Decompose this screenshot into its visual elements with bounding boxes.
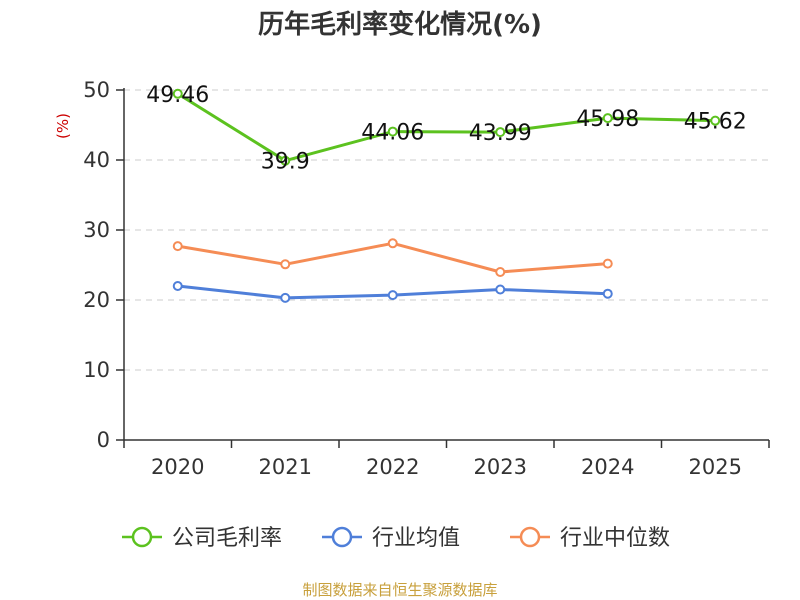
x-tick-label: 2020: [151, 455, 204, 479]
x-tick-label: 2022: [366, 455, 419, 479]
series-line: [176, 92, 716, 163]
data-point: [602, 288, 613, 299]
gridlines: [124, 89, 769, 371]
data-point: [495, 284, 506, 295]
axes: 0 10 20 30 40 50 2020 2021 2022 2023 2024 2025: [83, 78, 770, 479]
data-label: 43.99: [469, 121, 532, 146]
x-tick-label: 2025: [689, 455, 742, 479]
chart-title: 历年毛利率变化情况(%): [258, 9, 542, 40]
data-point: [280, 292, 291, 303]
legend-label: 行业均值: [372, 526, 460, 551]
y-tick-label: 40: [83, 148, 110, 172]
y-tick-label: 10: [83, 358, 110, 382]
data-label: 49.46: [146, 83, 209, 108]
data-label: 45.62: [684, 110, 747, 135]
data-label: 45.98: [576, 107, 639, 132]
data-point: [495, 267, 506, 277]
data-point: [387, 126, 398, 137]
data-point: [280, 259, 291, 270]
x-tick-label: 2024: [581, 455, 634, 479]
legend-label: 公司毛利率: [172, 526, 282, 551]
data-point: [172, 281, 183, 291]
data-point: [387, 290, 398, 301]
data-label: 39.9: [261, 150, 310, 175]
x-tick-label: 2023: [474, 455, 527, 479]
data-point: [387, 238, 398, 249]
data-point: [172, 88, 183, 99]
data-point: [602, 258, 613, 269]
data-labels: 49.46 39.9 44.06 43.99 45.98 45.62: [146, 83, 746, 175]
y-tick-label: 0: [97, 428, 110, 452]
data-point: [280, 155, 291, 166]
y-tick-label: 50: [83, 78, 110, 102]
legend-item[interactable]: 行业均值: [322, 526, 460, 551]
x-tick-label: 2021: [259, 455, 312, 479]
y-tick-label: 20: [83, 288, 110, 312]
series-group: [172, 88, 721, 303]
legend: 公司毛利率 行业均值 行业中位数: [122, 526, 670, 551]
y-tick-label: 30: [83, 218, 110, 242]
data-point: [495, 127, 506, 138]
legend-marker: [131, 526, 153, 548]
legend-item[interactable]: 行业中位数: [510, 526, 670, 551]
data-point: [172, 241, 183, 252]
legend-item[interactable]: 公司毛利率: [122, 526, 282, 551]
legend-label: 行业中位数: [560, 526, 670, 551]
legend-marker: [331, 526, 353, 548]
legend-marker: [519, 526, 541, 548]
data-point: [602, 113, 613, 124]
data-point: [710, 115, 721, 126]
y-axis-label: (%): [54, 113, 72, 139]
data-label: 44.06: [361, 121, 424, 146]
source-note: 制图数据来自恒生聚源数据库: [302, 581, 497, 599]
